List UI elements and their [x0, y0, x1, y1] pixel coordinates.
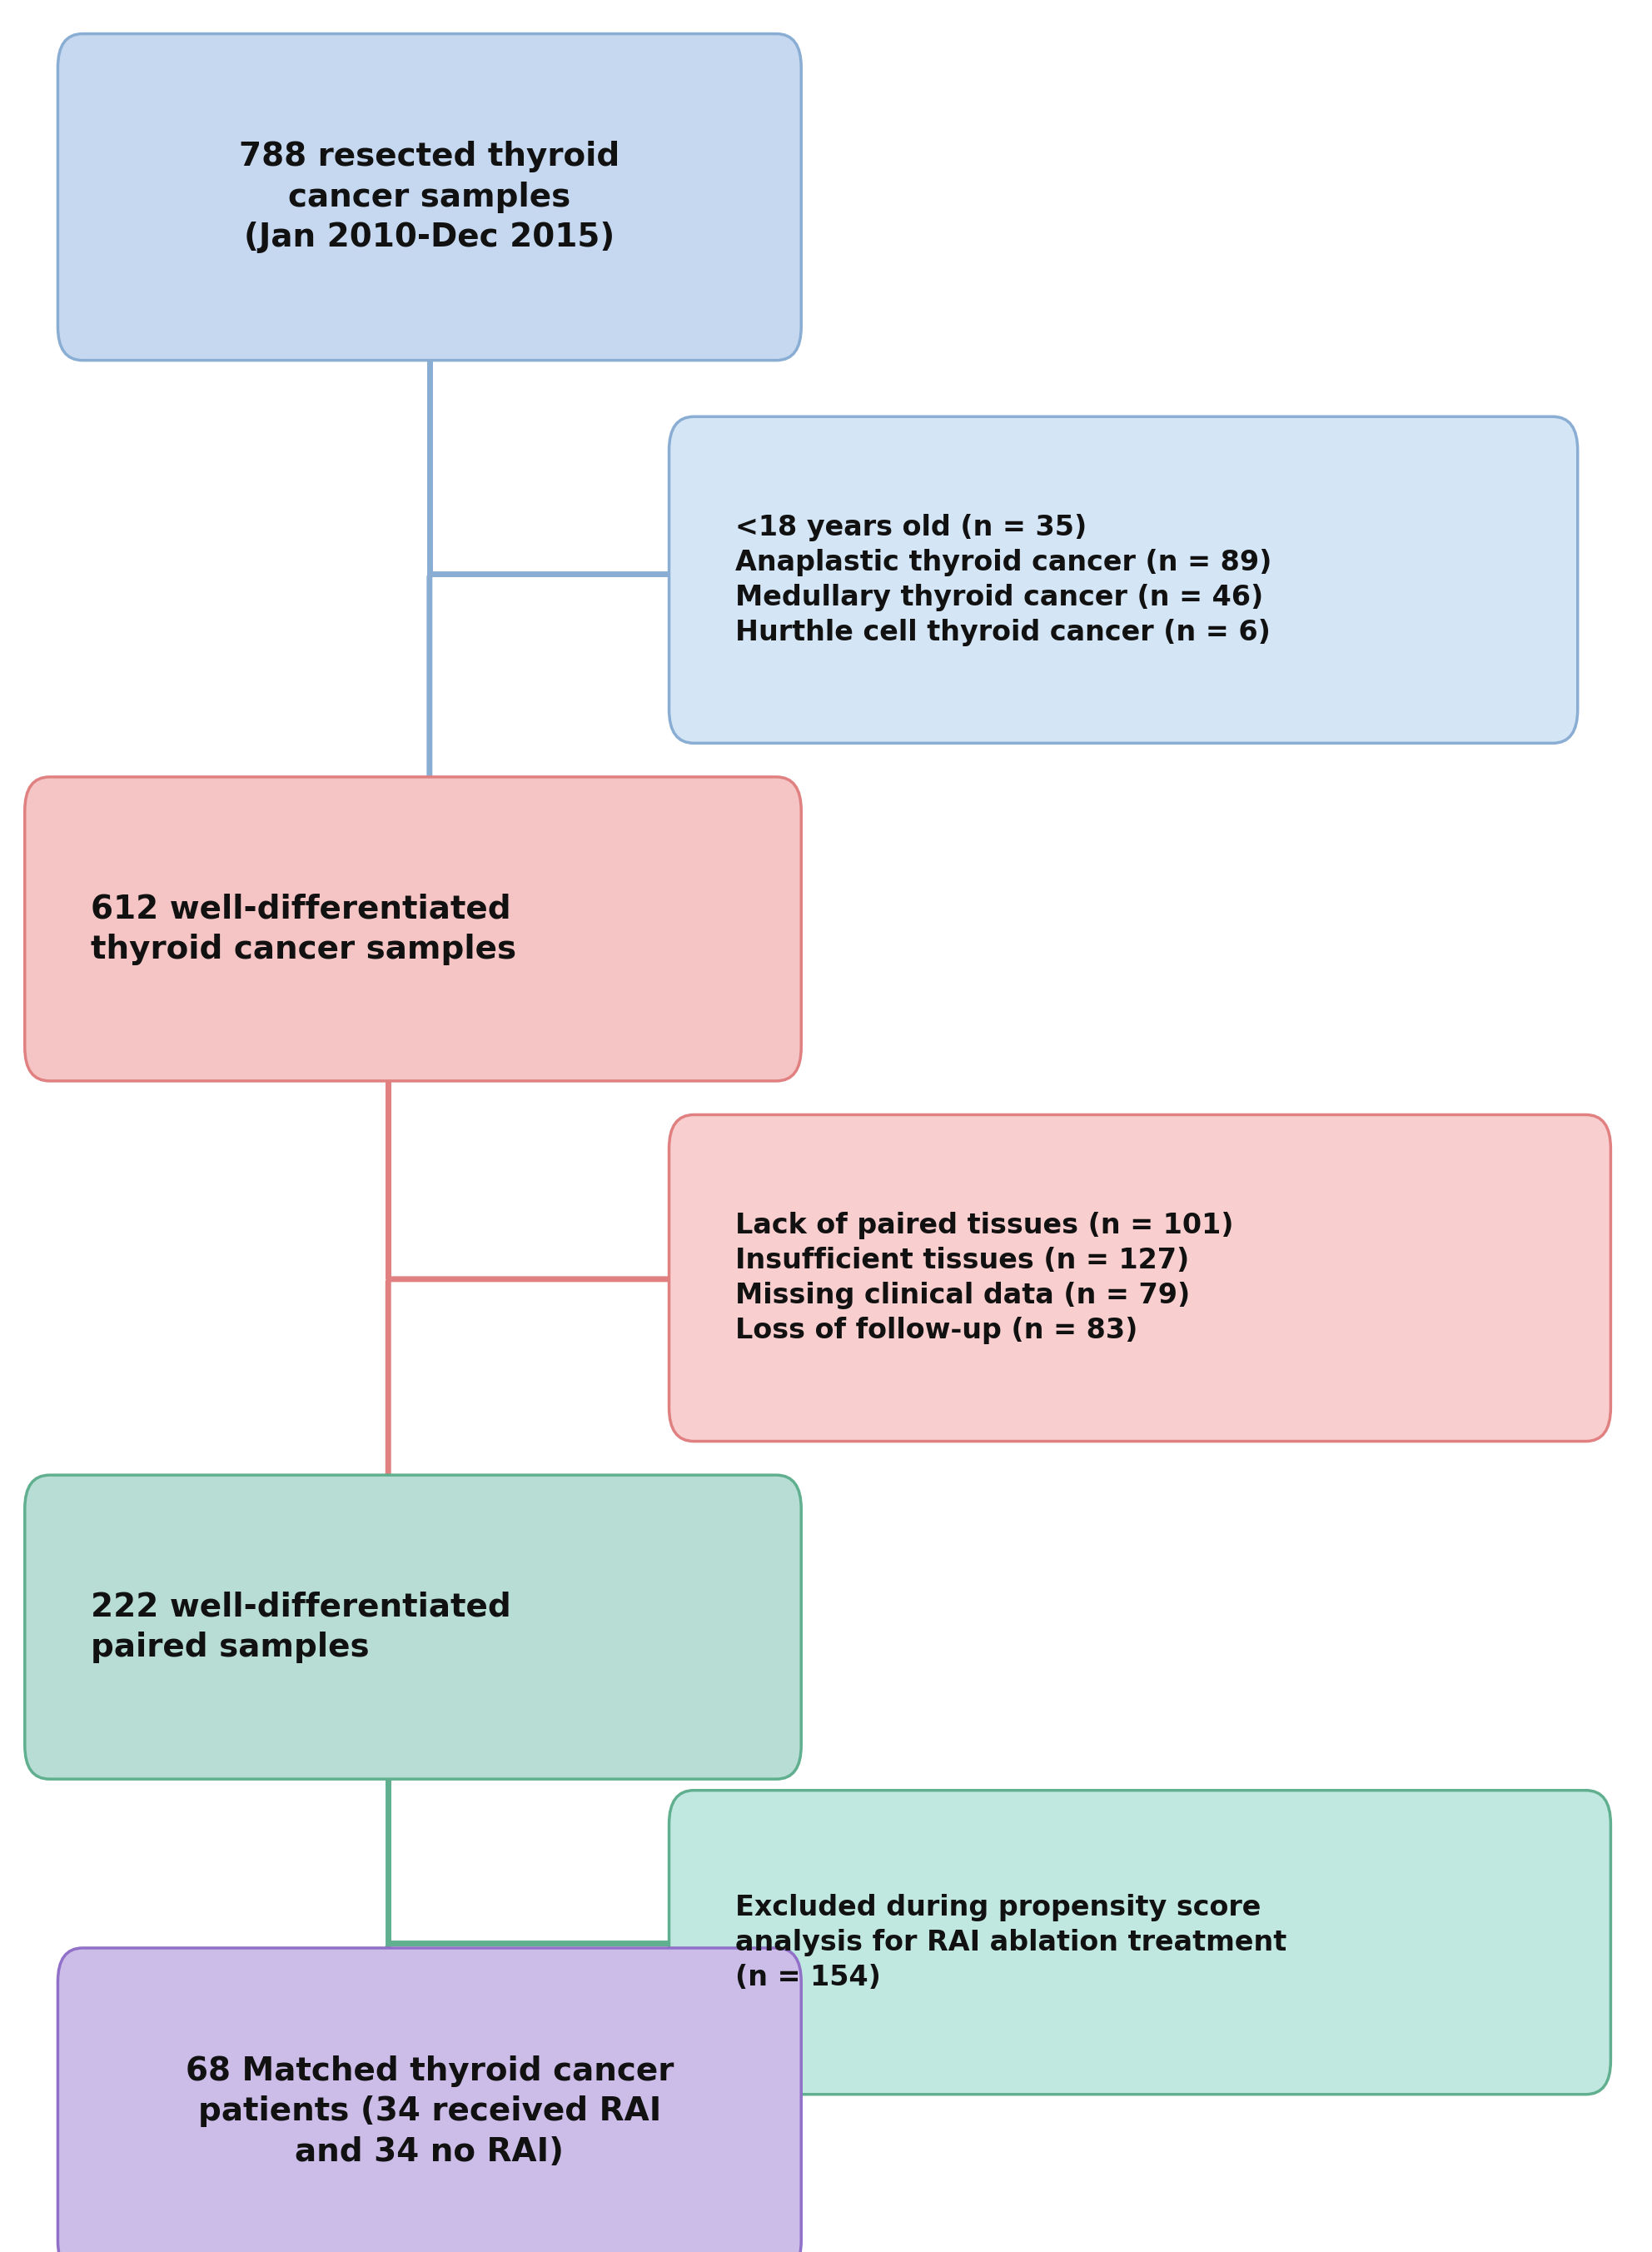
Text: 222 well-differentiated
paired samples: 222 well-differentiated paired samples — [91, 1592, 510, 1662]
FancyBboxPatch shape — [669, 1790, 1611, 2094]
FancyBboxPatch shape — [25, 1475, 801, 1779]
Text: 612 well-differentiated
thyroid cancer samples: 612 well-differentiated thyroid cancer s… — [91, 894, 517, 964]
Text: 68 Matched thyroid cancer
patients (34 received RAI
and 34 no RAI): 68 Matched thyroid cancer patients (34 r… — [185, 2056, 674, 2166]
FancyBboxPatch shape — [669, 417, 1578, 743]
FancyBboxPatch shape — [58, 34, 801, 360]
Text: 788 resected thyroid
cancer samples
(Jan 2010-Dec 2015): 788 resected thyroid cancer samples (Jan… — [240, 142, 620, 252]
Text: Excluded during propensity score
analysis for RAI ablation treatment
(n = 154): Excluded during propensity score analysi… — [735, 1894, 1287, 1991]
FancyBboxPatch shape — [669, 1115, 1611, 1441]
Text: Lack of paired tissues (n = 101)
Insufficient tissues (n = 127)
Missing clinical: Lack of paired tissues (n = 101) Insuffi… — [735, 1212, 1234, 1344]
FancyBboxPatch shape — [25, 777, 801, 1081]
FancyBboxPatch shape — [58, 1948, 801, 2252]
Text: <18 years old (n = 35)
Anaplastic thyroid cancer (n = 89)
Medullary thyroid canc: <18 years old (n = 35) Anaplastic thyroi… — [735, 513, 1272, 646]
